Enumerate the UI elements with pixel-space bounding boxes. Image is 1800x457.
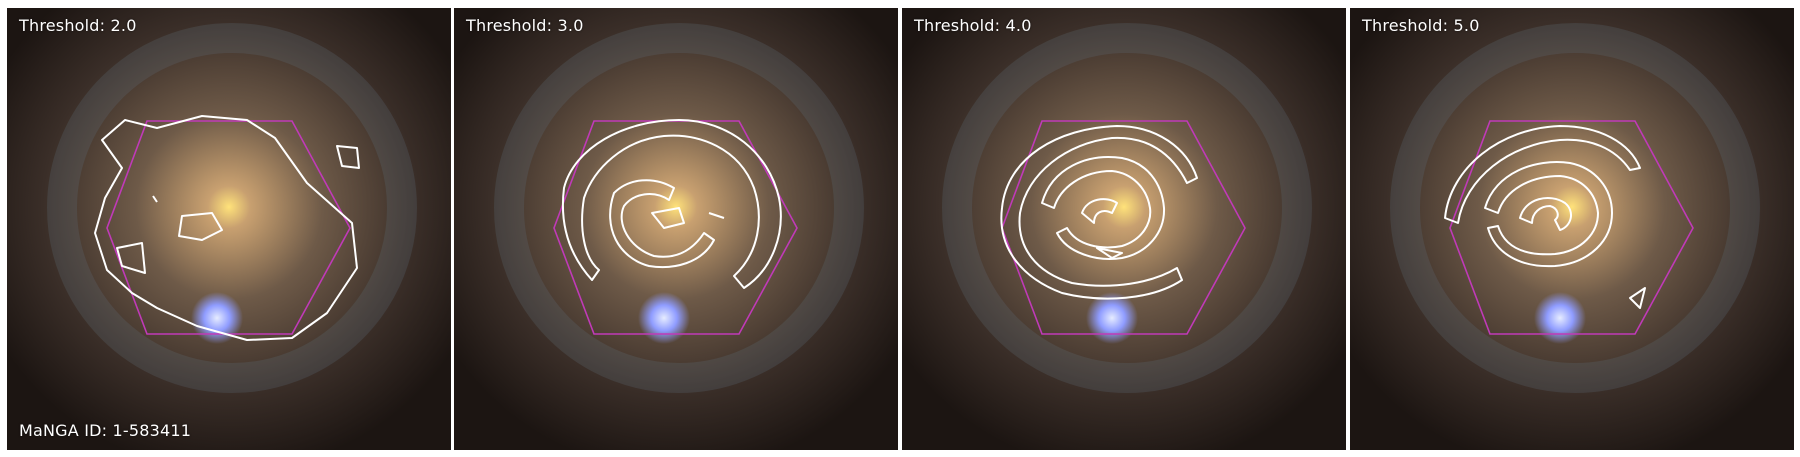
ifu-hexagon-2 bbox=[553, 120, 798, 335]
ifu-hexagon-1 bbox=[106, 120, 351, 335]
ifu-hexagon-4 bbox=[1449, 120, 1694, 335]
foreground-star-4 bbox=[1534, 292, 1586, 344]
galaxy-image-1 bbox=[7, 8, 451, 450]
galaxy-image-4 bbox=[1350, 8, 1794, 450]
threshold-label: Threshold: 3.0 bbox=[466, 16, 584, 35]
contours-1 bbox=[94, 115, 360, 341]
galaxy-panel-2: Threshold: 3.0 bbox=[454, 8, 898, 450]
threshold-label: Threshold: 4.0 bbox=[914, 16, 1032, 35]
galaxy-image-2 bbox=[454, 8, 898, 450]
contours-4 bbox=[1444, 125, 1646, 309]
galaxy-panel-4: Threshold: 5.0 bbox=[1350, 8, 1794, 450]
foreground-star-2 bbox=[638, 292, 690, 344]
threshold-label: Threshold: 5.0 bbox=[1362, 16, 1480, 35]
galaxy-panel-1: Threshold: 2.0 MaNGA ID: 1-583411 bbox=[7, 8, 451, 450]
foreground-star-1 bbox=[191, 292, 243, 344]
galaxy-image-3 bbox=[902, 8, 1346, 450]
galaxy-panel-3: Threshold: 4.0 bbox=[902, 8, 1346, 450]
manga-id-label: MaNGA ID: 1-583411 bbox=[19, 421, 192, 440]
contours-2 bbox=[561, 119, 782, 289]
threshold-label: Threshold: 2.0 bbox=[19, 16, 137, 35]
contours-3 bbox=[1000, 125, 1198, 300]
foreground-star-3 bbox=[1086, 292, 1138, 344]
